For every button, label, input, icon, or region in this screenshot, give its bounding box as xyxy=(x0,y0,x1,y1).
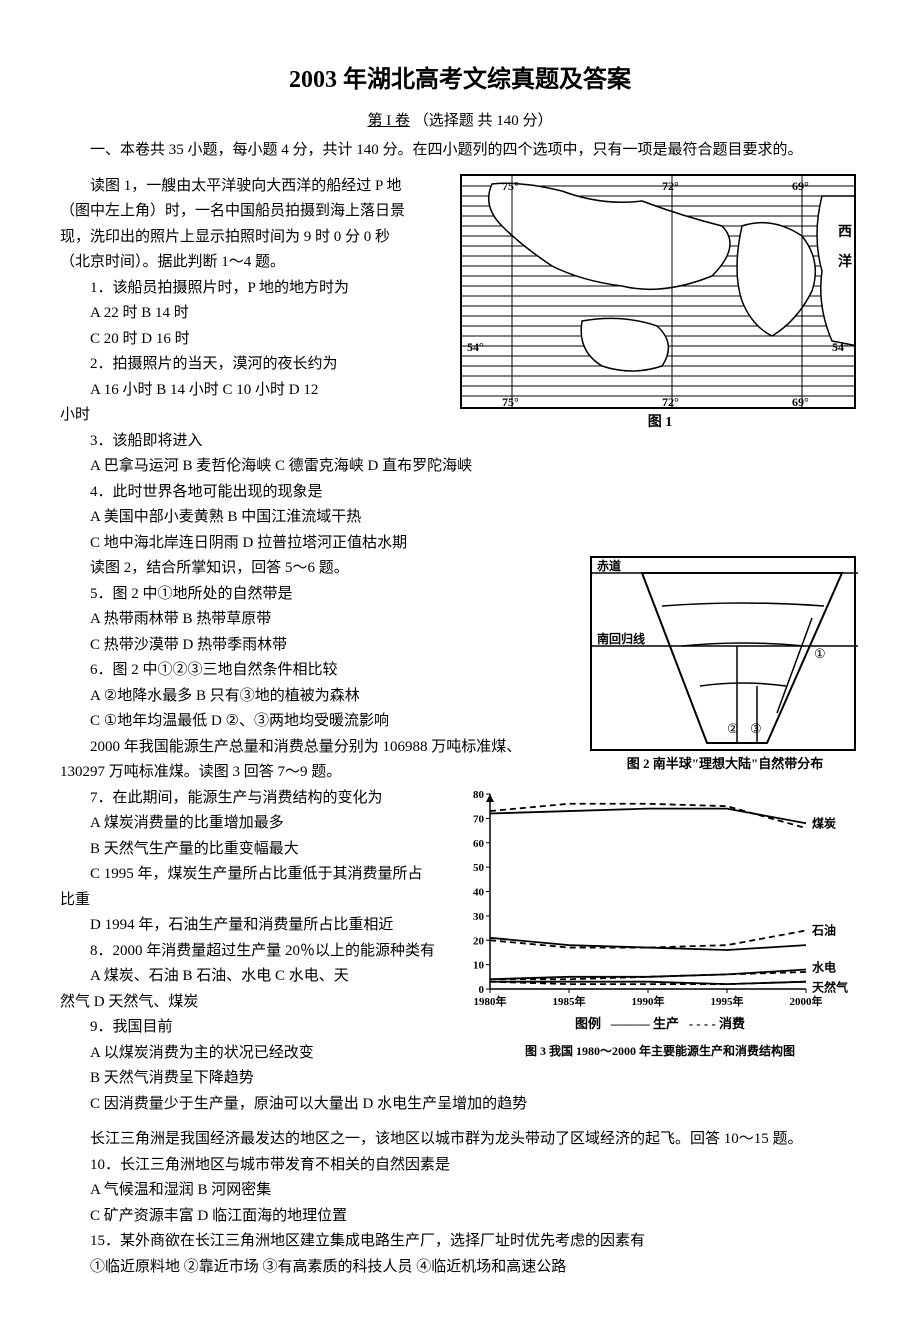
svg-text:③: ③ xyxy=(750,721,762,736)
q4-opts-a: A 美国中部小麦黄熟 B 中国江淮流域干热 xyxy=(60,505,860,531)
svg-text:60: 60 xyxy=(473,838,485,850)
svg-text:69°: 69° xyxy=(792,395,809,409)
q10: 10．长江三角洲地区与城市带发育不相关的自然因素是 xyxy=(60,1153,860,1179)
subtitle-part2: （选择题 共 140 分） xyxy=(414,113,553,129)
q15-opts: ①临近原料地 ②靠近市场 ③有高素质的科技人员 ④临近机场和高速公路 xyxy=(60,1255,860,1281)
q10-opts-a: A 气候温和湿润 B 河网密集 xyxy=(60,1178,860,1204)
svg-text:2000年: 2000年 xyxy=(790,994,823,1008)
svg-text:②: ② xyxy=(727,721,739,736)
svg-text:70: 70 xyxy=(473,813,485,825)
figure-3-legend: 图例 ——— 生产 - - - - 消费 xyxy=(460,1013,860,1035)
q15: 15．某外商欲在长江三角洲地区建立集成电路生产厂，选择厂址时优先考虑的因素有 xyxy=(60,1229,860,1255)
svg-text:①: ① xyxy=(814,646,826,661)
figure-1-caption: 图 1 xyxy=(460,411,860,435)
svg-text:水电: 水电 xyxy=(812,959,836,974)
figure-2-image: 赤道 南回归线 ① ② ③ xyxy=(590,556,856,751)
svg-text:54°: 54° xyxy=(832,340,849,354)
q4: 4．此时世界各地可能出现的现象是 xyxy=(60,480,860,506)
svg-text:54°: 54° xyxy=(467,340,484,354)
svg-text:30: 30 xyxy=(473,911,485,923)
svg-text:1985年: 1985年 xyxy=(553,994,586,1008)
figure-2: 赤道 南回归线 ① ② ③ 图 2 南半球"理想大陆"自然带分布 xyxy=(590,556,860,775)
fig1-lon-2: 72° xyxy=(662,179,679,193)
q10-intro: 长江三角洲是我国经济最发达的地区之一，该地区以城市群为龙头带动了区域经济的起飞。… xyxy=(60,1127,860,1153)
svg-text:1995年: 1995年 xyxy=(711,994,744,1008)
svg-text:40: 40 xyxy=(473,886,485,898)
q4-opts-b: C 地中海北岸连日阴雨 D 拉普拉塔河正值枯水期 xyxy=(60,531,860,557)
instruction: 一、本卷共 35 小题，每小题 4 分，共计 140 分。在四小题列的四个选项中… xyxy=(60,138,860,164)
figure-2-caption: 图 2 南半球"理想大陆"自然带分布 xyxy=(590,753,860,775)
subtitle: 第 I 卷 （选择题 共 140 分） xyxy=(60,109,860,135)
figure-3: 0 10 20 30 40 50 60 70 80 1980年 1985年 1990年 1995年 200… xyxy=(460,786,860,1061)
svg-text:10: 10 xyxy=(473,959,485,971)
svg-text:洋: 洋 xyxy=(838,253,852,270)
q9-opt-c: C 因消费量少于生产量，原油可以大量出 D 水电生产呈增加的趋势 xyxy=(60,1092,860,1118)
svg-text:80: 80 xyxy=(473,789,485,801)
figure-1: 75° 72° 69° 75° 72° 69° 54° 54° 西 洋 图 1 xyxy=(460,174,860,435)
svg-text:赤道: 赤道 xyxy=(597,558,621,573)
svg-text:1980年: 1980年 xyxy=(474,994,507,1008)
svg-text:50: 50 xyxy=(473,862,485,874)
figure-3-caption: 图 3 我国 1980～2000 年主要能源生产和消费结构图 xyxy=(460,1041,860,1061)
fig1-lon-3: 69° xyxy=(792,179,809,193)
svg-text:煤炭: 煤炭 xyxy=(812,815,836,830)
svg-text:石油: 石油 xyxy=(811,922,836,937)
svg-text:0: 0 xyxy=(479,984,485,996)
q10-opts-b: C 矿产资源丰富 D 临江面海的地理位置 xyxy=(60,1204,860,1230)
page-title: 2003 年湖北高考文综真题及答案 xyxy=(60,60,860,101)
figure-3-chart: 0 10 20 30 40 50 60 70 80 1980年 1985年 1990年 1995年 200… xyxy=(460,786,856,1011)
q9-opt-b: B 天然气消费呈下降趋势 xyxy=(60,1066,860,1092)
svg-text:南回归线: 南回归线 xyxy=(597,631,645,646)
subtitle-part1: 第 I 卷 xyxy=(367,113,410,129)
svg-text:72°: 72° xyxy=(662,395,679,409)
svg-text:1990年: 1990年 xyxy=(632,994,665,1008)
svg-text:西: 西 xyxy=(838,224,852,240)
figure-1-image: 75° 72° 69° 75° 72° 69° 54° 54° 西 洋 xyxy=(460,174,856,409)
q3-opts: A 巴拿马运河 B 麦哲伦海峡 C 德雷克海峡 D 直布罗陀海峡 xyxy=(60,454,860,480)
svg-text:天然气: 天然气 xyxy=(812,979,848,994)
content-body: 75° 72° 69° 75° 72° 69° 54° 54° 西 洋 图 1 … xyxy=(60,174,860,1281)
svg-text:20: 20 xyxy=(473,935,485,947)
fig1-lon-1: 75° xyxy=(502,179,519,193)
svg-text:75°: 75° xyxy=(502,395,519,409)
